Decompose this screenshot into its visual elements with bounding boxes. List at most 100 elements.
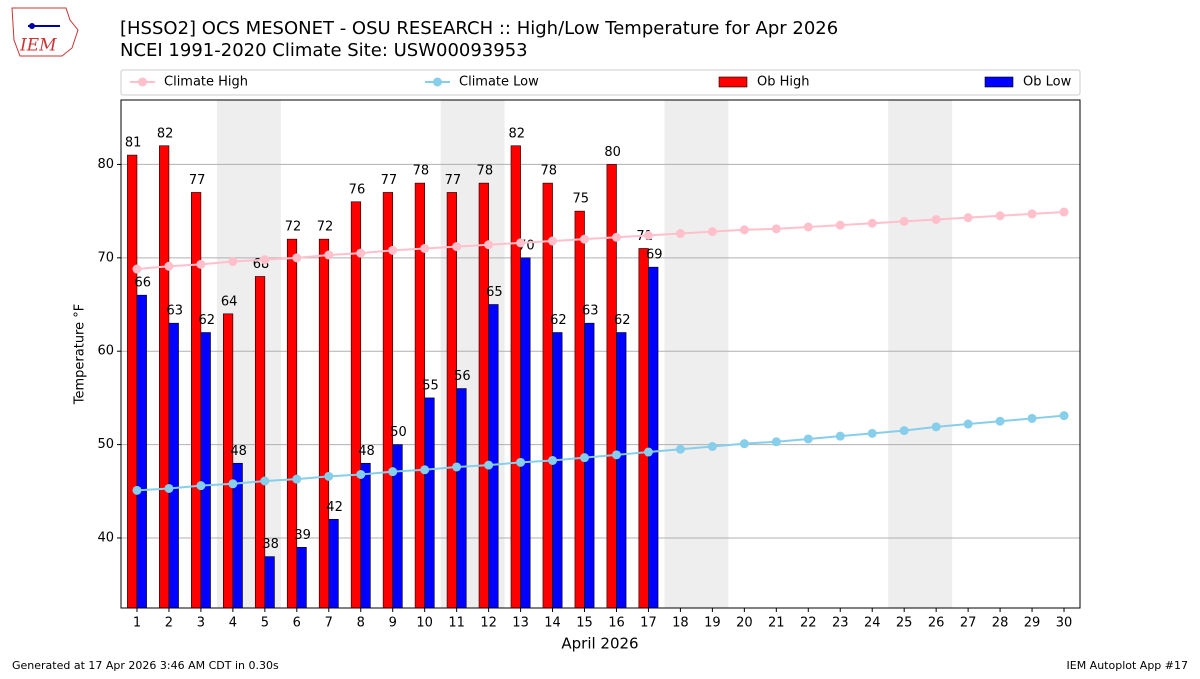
bar <box>254 276 266 609</box>
point <box>164 261 174 271</box>
data-label: 82 <box>509 126 526 141</box>
y-tick-label: 50 <box>97 437 114 452</box>
x-tick-label: 13 <box>512 616 529 631</box>
legend-swatch <box>138 77 147 87</box>
x-tick-label: 25 <box>896 616 913 631</box>
bar <box>616 332 627 609</box>
x-tick-label: 17 <box>640 616 657 631</box>
x-tick-label: 24 <box>864 616 881 631</box>
bar <box>510 145 521 609</box>
x-tick-label: 9 <box>389 616 397 631</box>
point <box>388 467 398 477</box>
x-tick-label: 16 <box>608 616 625 631</box>
x-tick-label: 11 <box>448 616 465 631</box>
point <box>611 232 621 242</box>
x-tick-label: 21 <box>768 616 785 631</box>
point <box>228 257 238 267</box>
point <box>164 483 174 493</box>
x-tick-label: 3 <box>197 616 205 631</box>
bar <box>456 388 467 609</box>
y-axis-label: Temperature °F <box>73 304 88 405</box>
legend-box <box>120 69 1081 96</box>
legend-label: Ob High <box>757 75 810 90</box>
data-label: 81 <box>125 136 142 151</box>
point <box>516 457 526 467</box>
line <box>136 414 1065 492</box>
bar <box>584 322 595 609</box>
data-label: 50 <box>390 425 407 440</box>
data-label: 39 <box>294 528 311 543</box>
x-tick-label: 14 <box>544 616 561 631</box>
point <box>196 259 206 269</box>
logo: IEM <box>11 7 79 57</box>
point <box>867 218 877 228</box>
legend-swatch <box>984 76 1014 88</box>
x-tick-label: 8 <box>357 616 365 631</box>
data-label: 62 <box>550 313 567 328</box>
footer-left: Generated at 17 Apr 2026 3:46 AM CDT in … <box>12 659 279 672</box>
x-tick-label: 18 <box>672 616 689 631</box>
x-tick-label: 22 <box>800 616 817 631</box>
x-tick-label: 26 <box>928 616 945 631</box>
point <box>643 230 653 240</box>
point <box>963 419 973 429</box>
plot-frame <box>120 99 1081 609</box>
point <box>452 462 462 472</box>
bar <box>318 238 330 609</box>
point <box>356 469 366 479</box>
x-tick-label: 5 <box>261 616 269 631</box>
legend-label: Ob Low <box>1023 75 1072 90</box>
data-label: 48 <box>230 444 247 459</box>
point <box>835 220 845 230</box>
point <box>771 437 781 447</box>
line <box>136 211 1065 271</box>
data-label: 62 <box>198 313 215 328</box>
y-tick-label: 40 <box>97 530 114 545</box>
chart-title: [HSSO2] OCS MESONET - OSU RESEARCH :: Hi… <box>120 18 838 39</box>
bar <box>200 332 211 609</box>
point <box>324 250 334 260</box>
x-tick-label: 12 <box>480 616 497 631</box>
x-tick-label: 7 <box>325 616 333 631</box>
point <box>452 242 462 252</box>
data-label: 38 <box>262 537 279 552</box>
point <box>739 225 749 235</box>
bar <box>191 192 202 609</box>
y-tick-label: 70 <box>97 250 114 265</box>
y-tick-label: 80 <box>97 157 114 172</box>
x-tick-label: 4 <box>229 616 237 631</box>
x-tick-label: 6 <box>293 616 301 631</box>
point <box>1059 411 1069 421</box>
data-label: 77 <box>189 173 206 188</box>
point <box>803 222 813 232</box>
data-label: 78 <box>413 164 430 179</box>
weekend-band <box>664 100 729 608</box>
point <box>931 422 941 432</box>
point <box>420 465 430 475</box>
bar <box>222 313 234 609</box>
x-tick-label: 30 <box>1056 616 1073 631</box>
data-label: 64 <box>221 294 238 309</box>
bar <box>159 145 170 609</box>
bar <box>360 462 371 609</box>
logo-outline <box>11 7 79 57</box>
bar <box>350 201 362 609</box>
point <box>196 481 206 491</box>
point <box>548 236 558 246</box>
bar <box>286 238 298 609</box>
point <box>1027 413 1037 423</box>
data-label: 69 <box>646 248 663 263</box>
bar <box>424 397 435 609</box>
point <box>580 234 590 244</box>
bar <box>488 304 499 609</box>
data-label: 76 <box>349 182 366 197</box>
point <box>548 455 558 465</box>
data-label: 65 <box>486 285 503 300</box>
point <box>707 441 717 451</box>
point <box>739 439 749 449</box>
point <box>899 426 909 436</box>
footer-right: IEM Autoplot App #17 <box>1067 659 1189 672</box>
point <box>771 224 781 234</box>
point <box>260 476 270 486</box>
